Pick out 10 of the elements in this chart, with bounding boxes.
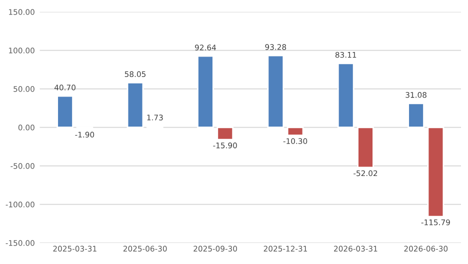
bar <box>427 126 444 218</box>
bar <box>216 126 234 140</box>
bar <box>337 62 354 128</box>
bar <box>408 102 424 128</box>
bar <box>267 54 284 128</box>
bar <box>357 126 374 168</box>
bar <box>286 126 304 136</box>
bar <box>197 55 214 128</box>
bar <box>126 82 144 128</box>
bar <box>56 95 74 128</box>
